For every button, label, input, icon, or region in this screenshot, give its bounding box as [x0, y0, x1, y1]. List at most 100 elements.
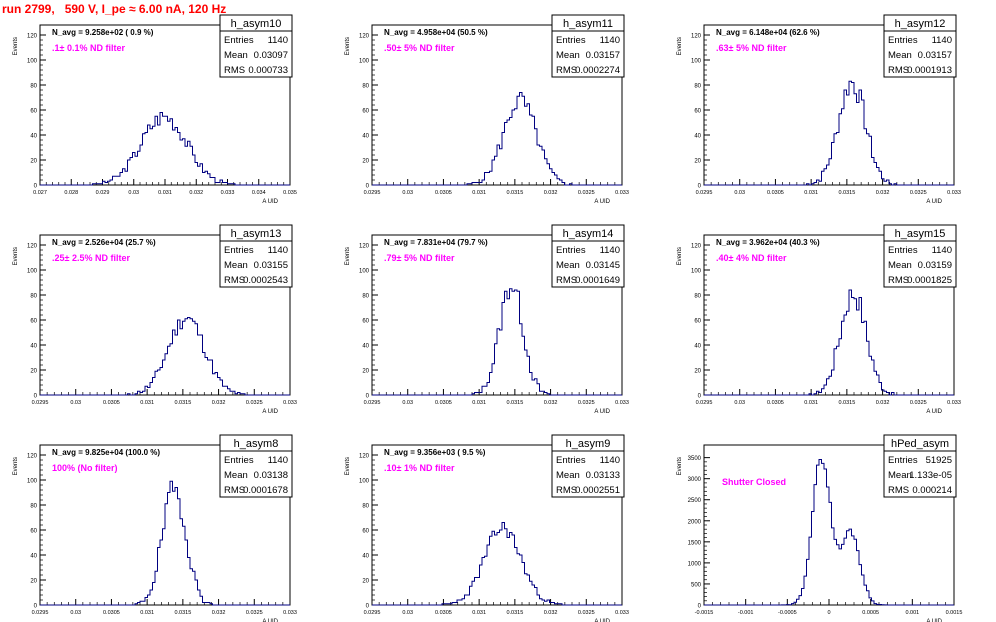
stats-value: 0.03157	[586, 50, 620, 61]
x-tick-label: 0.031	[140, 400, 154, 406]
stats-label: Mean	[888, 470, 912, 481]
y-tick-label: 0	[34, 604, 38, 610]
stats-box	[883, 224, 957, 288]
stats-title: hPed_asym	[891, 438, 949, 450]
stats-value: 0.03133	[586, 470, 620, 481]
x-axis-label: A UID	[926, 199, 942, 205]
stats-label: Entries	[224, 455, 254, 466]
x-tick-label: 0.001	[905, 610, 919, 616]
stats-box	[551, 14, 625, 78]
y-tick-label: 100	[359, 479, 370, 485]
x-axis-label: A UID	[262, 619, 278, 622]
stats-label: RMS	[224, 485, 245, 496]
y-tick-label: 60	[30, 529, 37, 535]
x-tick-label: 0.033	[283, 400, 297, 406]
x-tick-label: 0.0005	[862, 610, 879, 616]
x-tick-label: 0.031	[140, 610, 154, 616]
y-tick-label: 20	[362, 369, 369, 375]
y-tick-label: 40	[362, 134, 369, 140]
navg-label: N_avg = 3.962e+04 (40.3 %)	[716, 238, 820, 247]
stats-value: 0.0001913	[907, 65, 952, 76]
x-tick-label: 0.0295	[696, 400, 713, 406]
stats-label: Entries	[556, 35, 586, 46]
stats-label: Mean	[556, 50, 580, 61]
y-tick-label: 3000	[688, 477, 702, 483]
stats-title: h_asym12	[895, 18, 946, 30]
x-tick-label: 0.0315	[174, 400, 191, 406]
filter-annotation: .63± 5% ND filter	[716, 43, 787, 53]
y-tick-label: 0	[698, 394, 702, 400]
stats-label: RMS	[888, 275, 909, 286]
y-tick-label: 80	[30, 294, 37, 300]
histogram-line	[40, 112, 290, 186]
y-axis-label: Events	[677, 457, 683, 475]
x-tick-label: 0	[827, 610, 830, 616]
stats-label: RMS	[888, 65, 909, 76]
histogram-line	[704, 458, 954, 606]
y-tick-label: 100	[691, 269, 702, 275]
stats-label: RMS	[556, 65, 577, 76]
filter-annotation: .10± 1% ND filter	[384, 463, 455, 473]
y-axis-label: Events	[677, 37, 683, 55]
x-tick-label: 0.0325	[246, 610, 263, 616]
stats-box	[219, 224, 293, 288]
y-tick-label: 0	[34, 184, 38, 190]
x-tick-label: 0.0325	[578, 610, 595, 616]
y-tick-label: 80	[362, 504, 369, 510]
stats-value: 0.03159	[918, 260, 952, 271]
x-tick-label: 0.0315	[838, 400, 855, 406]
filter-annotation: .79± 5% ND filter	[384, 253, 455, 263]
stats-label: Mean	[224, 50, 248, 61]
x-tick-label: 0.03	[402, 400, 413, 406]
y-tick-label: 60	[30, 109, 37, 115]
x-tick-label: 0.0315	[506, 400, 523, 406]
y-tick-label: 100	[27, 479, 38, 485]
stats-label: Mean	[556, 470, 580, 481]
x-tick-label: 0.0305	[435, 610, 452, 616]
navg-label: N_avg = 9.825e+04 (100.0 %)	[52, 448, 160, 457]
stats-box	[219, 434, 293, 498]
stats-label: Mean	[888, 50, 912, 61]
x-tick-label: 0.031	[158, 190, 172, 196]
x-axis-label: A UID	[594, 199, 610, 205]
x-tick-label: 0.0325	[910, 190, 927, 196]
stats-label: Entries	[224, 35, 254, 46]
x-tick-label: 0.0305	[435, 190, 452, 196]
stats-value: 51925	[926, 455, 952, 466]
filter-annotation: .50± 5% ND filter	[384, 43, 455, 53]
histogram-line	[40, 317, 290, 396]
stats-label: Mean	[556, 260, 580, 271]
y-tick-label: 20	[30, 369, 37, 375]
stats-label: Entries	[888, 35, 918, 46]
stats-value: 0.000733	[248, 65, 288, 76]
stats-value: 0.03097	[254, 50, 288, 61]
y-axis-label: Events	[345, 247, 351, 265]
x-tick-label: 0.0295	[32, 400, 49, 406]
stats-title: h_asym10	[231, 18, 282, 30]
stats-value: 1140	[932, 245, 952, 256]
stats-value: 0.0001825	[907, 275, 952, 286]
y-tick-label: 80	[694, 294, 701, 300]
navg-label: N_avg = 2.526e+04 (25.7 %)	[52, 238, 156, 247]
y-tick-label: 500	[691, 582, 702, 588]
histogram-line	[372, 288, 622, 396]
y-tick-label: 20	[694, 369, 701, 375]
x-tick-label: 0.0325	[578, 190, 595, 196]
x-tick-label: 0.029	[96, 190, 110, 196]
x-tick-label: -0.001	[738, 610, 754, 616]
x-tick-label: 0.031	[804, 400, 818, 406]
histogram-pad-h_asym14: 0 20 40 60 80 100 120 0.0295 0.03 0.0305 0.031 0.03…	[345, 224, 629, 415]
x-tick-label: 0.03	[734, 400, 745, 406]
y-tick-label: 100	[359, 59, 370, 65]
page-title: run 2799, 590 V, I_pe ≈ 6.00 nA, 120 Hz	[2, 2, 227, 16]
stats-box	[883, 434, 957, 498]
histogram-line	[372, 92, 622, 186]
navg-label: N_avg = 7.831e+04 (79.7 %)	[384, 238, 488, 247]
stats-value: 0.03155	[254, 260, 288, 271]
y-tick-label: 80	[694, 84, 701, 90]
stats-box	[219, 14, 293, 78]
y-tick-label: 60	[362, 319, 369, 325]
histogram-pad-h_asym8: 0 20 40 60 80 100 120 0.0295 0.03 0.0305 0.031 0.03…	[13, 434, 297, 622]
x-axis-label: A UID	[594, 409, 610, 415]
y-tick-label: 80	[30, 504, 37, 510]
